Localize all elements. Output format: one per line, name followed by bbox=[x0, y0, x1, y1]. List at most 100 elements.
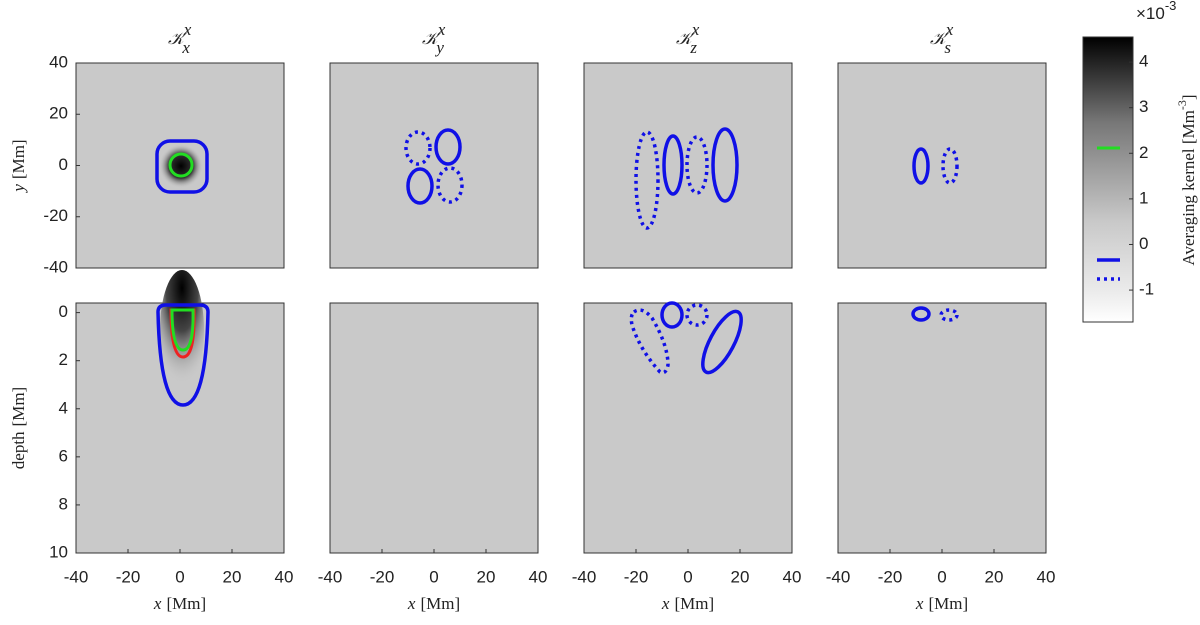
x-tick-label: 40 bbox=[529, 567, 548, 586]
contour bbox=[911, 306, 931, 322]
x-axis-label: x [Mm] bbox=[915, 594, 968, 613]
y-tick-label: 2 bbox=[59, 350, 68, 369]
panel-background bbox=[329, 62, 539, 269]
colorbar-tick-label: 0 bbox=[1139, 234, 1148, 253]
x-axis-label: x [Mm] bbox=[153, 594, 206, 613]
x-tick-label: 0 bbox=[175, 567, 184, 586]
y-tick-label: 20 bbox=[49, 104, 68, 123]
label-var: x bbox=[407, 594, 416, 613]
label-var: y bbox=[9, 184, 28, 194]
label-unit: [Mm] bbox=[674, 594, 714, 613]
title-symbol: 𝒦 bbox=[930, 29, 951, 48]
title-symbol: 𝒦 bbox=[168, 29, 189, 48]
contour bbox=[941, 147, 959, 185]
x-tick-label: 0 bbox=[937, 567, 946, 586]
title-sup: x bbox=[183, 20, 192, 39]
x-tick-label: 0 bbox=[429, 567, 438, 586]
panel-title: 𝒦x s bbox=[930, 20, 954, 57]
y-axis-label: depth [Mm] bbox=[9, 387, 28, 469]
contour bbox=[155, 139, 209, 194]
title-sub: x bbox=[181, 38, 190, 57]
title-symbol: 𝒦 bbox=[422, 29, 443, 48]
contour bbox=[660, 301, 684, 329]
x-tick-label: -40 bbox=[318, 567, 343, 586]
contour bbox=[711, 127, 739, 203]
contour bbox=[168, 152, 194, 178]
contour bbox=[634, 130, 660, 230]
y-tick-label: 4 bbox=[59, 398, 68, 417]
contour bbox=[404, 130, 432, 166]
y-tick-label: 0 bbox=[59, 155, 68, 174]
y-tick-label: -20 bbox=[43, 206, 68, 225]
scale-power: -3 bbox=[1165, 0, 1177, 13]
x-tick-label: 20 bbox=[731, 567, 750, 586]
colorbar-tick-label: -1 bbox=[1139, 280, 1154, 299]
x-axis-label: x [Mm] bbox=[407, 594, 460, 613]
contour bbox=[939, 308, 959, 322]
contour bbox=[406, 167, 434, 205]
label-unit: [Mm] bbox=[9, 139, 28, 179]
label-unit: [Mm] bbox=[9, 387, 28, 427]
panel-background bbox=[837, 62, 1047, 269]
panel-background bbox=[583, 62, 793, 269]
x-tick-label: 20 bbox=[477, 567, 496, 586]
x-tick-label: 40 bbox=[783, 567, 802, 586]
x-tick-label: -40 bbox=[826, 567, 851, 586]
panel-title: 𝒦x y bbox=[422, 20, 446, 57]
contour bbox=[436, 166, 464, 204]
panel-title: 𝒦x x bbox=[168, 20, 192, 57]
x-tick-label: 20 bbox=[985, 567, 1004, 586]
contours bbox=[155, 127, 959, 407]
y-tick-label: -40 bbox=[43, 257, 68, 276]
label-unit: [Mm] bbox=[928, 594, 968, 613]
colorbar-gradient bbox=[1082, 36, 1134, 323]
y-tick-label: 10 bbox=[49, 542, 68, 561]
title-sup: x bbox=[945, 20, 954, 39]
title-sup: x bbox=[437, 20, 446, 39]
contour bbox=[434, 128, 462, 166]
contour bbox=[629, 308, 670, 375]
colorbar-scale: ×10-3 bbox=[1136, 0, 1176, 23]
contour bbox=[685, 303, 709, 327]
scale-text: ×10 bbox=[1136, 4, 1165, 23]
label-var: depth bbox=[9, 431, 28, 469]
label-var: x bbox=[915, 594, 924, 613]
colorbar-label: Averaging kernel [Mm-3] bbox=[1175, 94, 1198, 265]
x-tick-label: -40 bbox=[64, 567, 89, 586]
contour bbox=[685, 135, 709, 195]
label-var: x bbox=[661, 594, 670, 613]
label-unit: [Mm] bbox=[420, 594, 460, 613]
contour bbox=[170, 308, 195, 352]
title-sub: z bbox=[689, 38, 697, 57]
x-tick-label: -40 bbox=[572, 567, 597, 586]
title-sub: y bbox=[434, 38, 444, 57]
contour bbox=[156, 303, 210, 407]
title-sub: s bbox=[944, 38, 951, 57]
label-text: Averaging kernel [Mm bbox=[1179, 110, 1198, 265]
y-tick-label: 40 bbox=[49, 52, 68, 71]
x-tick-label: -20 bbox=[370, 567, 395, 586]
kernel-blob bbox=[159, 144, 203, 188]
x-tick-label: -20 bbox=[116, 567, 141, 586]
panel-title: 𝒦x z bbox=[676, 20, 700, 57]
colorbar-tick-label: 1 bbox=[1139, 188, 1148, 207]
label-end: ] bbox=[1179, 94, 1198, 100]
x-tick-label: -20 bbox=[878, 567, 903, 586]
y-tick-label: 8 bbox=[59, 494, 68, 513]
x-tick-label: 20 bbox=[223, 567, 242, 586]
title-sup: x bbox=[691, 20, 700, 39]
colorbar-tick-label: 2 bbox=[1139, 143, 1148, 162]
panel-background bbox=[329, 302, 539, 554]
x-tick-label: -20 bbox=[624, 567, 649, 586]
colorbar-tick-label: 4 bbox=[1139, 52, 1148, 71]
y-tick-label: 0 bbox=[59, 302, 68, 321]
title-symbol: 𝒦 bbox=[676, 29, 697, 48]
panel-background bbox=[583, 302, 793, 554]
label-power: -3 bbox=[1175, 100, 1189, 110]
contour bbox=[662, 134, 684, 196]
label-unit: [Mm] bbox=[166, 594, 206, 613]
x-tick-label: 40 bbox=[275, 567, 294, 586]
